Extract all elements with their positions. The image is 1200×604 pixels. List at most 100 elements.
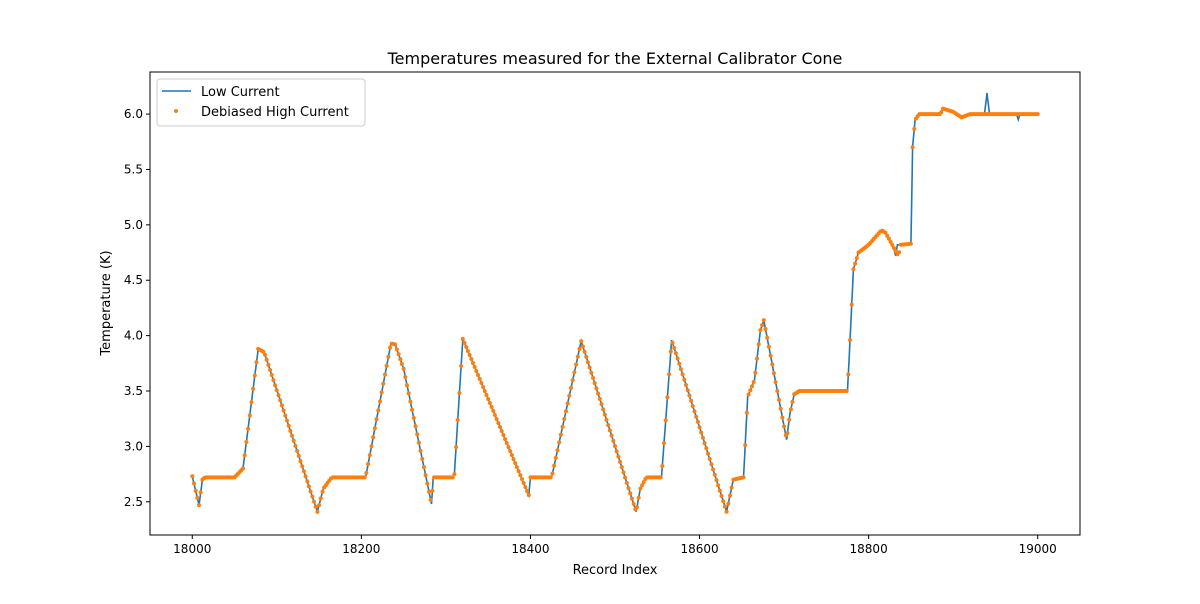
- y-tick-label: 3.0: [124, 439, 143, 453]
- high-current-point: [274, 388, 279, 393]
- high-current-point: [388, 345, 393, 350]
- high-current-point: [301, 469, 306, 474]
- high-current-point: [508, 449, 513, 454]
- high-current-point: [760, 323, 765, 328]
- high-current-point: [496, 421, 501, 425]
- high-current-point: [897, 250, 902, 255]
- high-current-point: [317, 503, 322, 508]
- high-current-point: [609, 433, 614, 438]
- chart-title: Temperatures measured for the External C…: [387, 49, 843, 68]
- high-current-point: [761, 318, 766, 323]
- high-current-point: [675, 356, 680, 361]
- high-current-point: [195, 495, 200, 500]
- y-axis-label: Temperature (K): [99, 250, 114, 356]
- high-current-point: [614, 449, 619, 454]
- x-tick-label: 19000: [1019, 542, 1057, 556]
- high-current-point: [848, 338, 852, 343]
- high-current-point: [611, 438, 616, 443]
- high-current-point: [479, 381, 484, 385]
- high-current-point: [706, 451, 710, 456]
- high-current-point: [454, 445, 459, 450]
- high-current-point: [501, 433, 506, 438]
- high-current-point: [457, 391, 462, 395]
- high-current-point: [266, 362, 271, 367]
- high-current-point: [469, 357, 474, 361]
- high-current-point: [425, 481, 430, 486]
- high-current-point: [580, 344, 585, 349]
- high-current-point: [516, 469, 521, 474]
- high-current-point: [484, 393, 489, 397]
- high-current-point: [290, 433, 294, 438]
- high-current-point: [721, 499, 726, 504]
- high-current-point: [362, 475, 367, 480]
- high-current-point: [428, 497, 433, 502]
- high-current-point: [885, 233, 890, 238]
- high-current-point: [450, 475, 455, 480]
- high-current-point: [910, 145, 915, 150]
- high-current-point: [618, 459, 623, 464]
- high-current-point: [564, 409, 568, 414]
- y-tick-label: 4.0: [124, 329, 143, 343]
- high-current-point: [254, 360, 259, 365]
- y-tick-label: 5.0: [124, 218, 143, 232]
- high-current-point: [602, 412, 607, 417]
- high-current-point: [592, 381, 597, 386]
- x-tick-label: 18400: [511, 542, 549, 556]
- high-current-point: [886, 236, 891, 241]
- high-current-point: [398, 357, 403, 362]
- high-current-point: [251, 386, 256, 391]
- high-current-point: [587, 365, 592, 370]
- high-current-point: [315, 509, 320, 514]
- high-current-point: [844, 389, 849, 393]
- x-tick-label: 18200: [342, 542, 380, 556]
- x-tick-label: 18600: [680, 542, 718, 556]
- legend-label-high-current: Debiased High Current: [201, 105, 349, 120]
- high-current-point: [492, 413, 497, 417]
- high-current-point: [244, 440, 249, 444]
- high-current-point: [623, 475, 628, 480]
- high-current-point: [582, 349, 587, 354]
- high-current-point: [613, 444, 617, 449]
- y-tick-label: 6.0: [124, 107, 143, 121]
- high-current-point: [663, 418, 668, 423]
- high-current-point: [660, 464, 665, 468]
- high-current-point: [286, 423, 291, 428]
- high-current-point: [673, 351, 678, 356]
- high-current-point: [775, 389, 780, 393]
- high-current-point: [413, 424, 418, 429]
- high-current-point: [472, 365, 477, 369]
- high-current-point: [263, 352, 267, 357]
- high-current-point: [712, 472, 717, 477]
- high-current-point: [513, 461, 518, 466]
- high-current-point: [714, 478, 719, 482]
- high-current-point: [498, 425, 502, 429]
- high-current-point: [491, 409, 496, 413]
- high-current-point: [722, 504, 727, 509]
- high-current-point: [773, 380, 778, 385]
- high-current-point: [369, 444, 374, 449]
- high-current-point: [729, 485, 734, 490]
- high-current-point: [596, 391, 601, 396]
- high-current-point: [672, 346, 677, 350]
- high-current-point: [584, 354, 589, 359]
- high-current-point: [288, 428, 293, 433]
- high-current-point: [264, 357, 269, 362]
- high-current-point: [305, 479, 310, 484]
- high-current-point: [415, 432, 420, 437]
- high-current-point: [628, 491, 633, 496]
- high-current-point: [621, 470, 626, 475]
- high-current-point: [555, 448, 560, 453]
- high-current-point: [619, 465, 624, 470]
- high-current-point: [269, 373, 274, 377]
- x-axis-label: Record Index: [573, 563, 658, 578]
- high-current-point: [261, 349, 266, 354]
- high-current-point: [678, 367, 683, 372]
- high-current-point: [489, 405, 494, 409]
- high-current-point: [640, 483, 645, 488]
- high-current-point: [278, 398, 283, 403]
- high-current-point: [481, 385, 486, 389]
- x-axis-ticks: 18000 18200 18400 18600 18800 19000: [173, 535, 1057, 556]
- x-tick-label: 18800: [850, 542, 888, 556]
- high-current-point: [514, 465, 519, 470]
- high-current-point: [562, 417, 567, 421]
